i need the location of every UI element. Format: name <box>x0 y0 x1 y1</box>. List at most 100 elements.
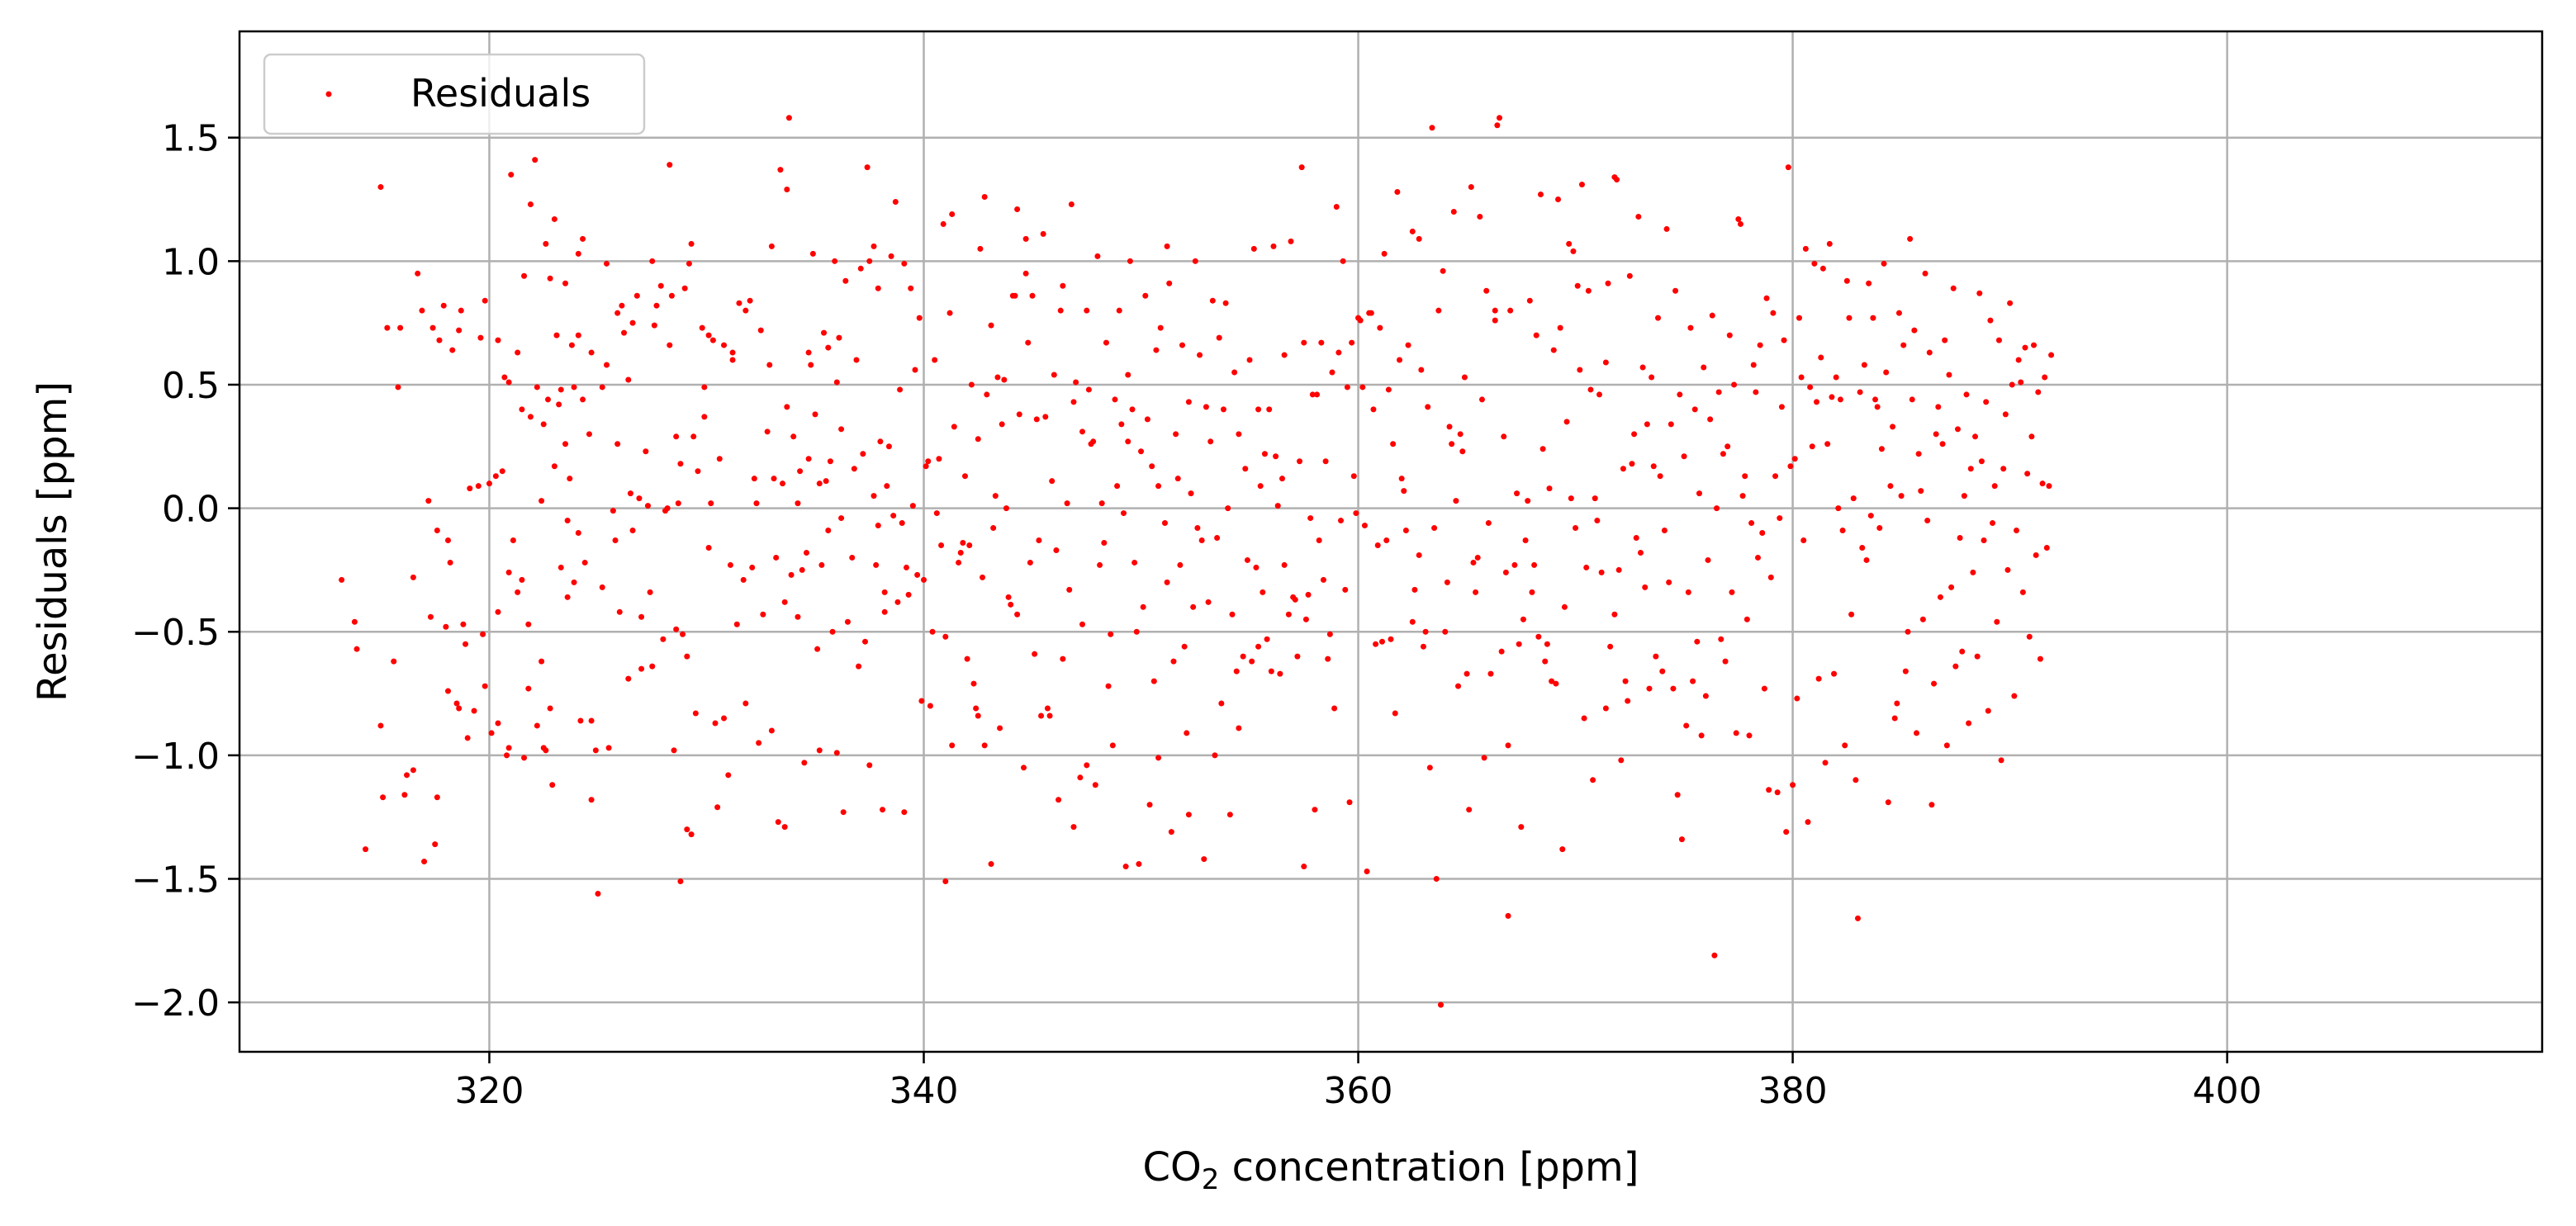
data-point <box>1125 438 1131 445</box>
data-point <box>1878 446 1885 452</box>
data-point <box>1298 164 1305 171</box>
data-point <box>1646 685 1653 692</box>
data-point <box>1743 616 1750 622</box>
data-point <box>1402 528 1409 534</box>
y-axis-label: Residuals [ppm] <box>30 381 76 702</box>
x-tick-label: 360 <box>1324 1070 1393 1112</box>
data-point <box>1322 458 1329 465</box>
data-point <box>680 631 686 637</box>
data-point <box>456 327 463 334</box>
data-point <box>1694 638 1701 645</box>
data-point <box>1559 846 1566 853</box>
data-point <box>1553 680 1559 687</box>
data-point <box>999 421 1005 428</box>
data-point <box>1802 245 1809 252</box>
data-point <box>1531 561 1538 568</box>
data-point <box>1257 483 1264 490</box>
data-point <box>1631 431 1638 438</box>
data-point <box>549 782 556 788</box>
data-point <box>510 537 516 544</box>
data-point <box>1435 307 1442 314</box>
data-point <box>1185 399 1192 405</box>
data-point <box>1761 685 1767 692</box>
data-point <box>1174 476 1181 482</box>
data-point <box>482 683 488 689</box>
data-point <box>1677 391 1683 398</box>
data-point <box>1116 307 1122 314</box>
data-point <box>781 824 788 831</box>
data-point <box>1301 339 1307 346</box>
data-point <box>1598 569 1605 575</box>
data-point <box>1678 836 1685 843</box>
data-point <box>551 215 557 222</box>
data-point <box>586 431 592 438</box>
y-tick-label: −0.5 <box>131 612 220 654</box>
data-point <box>397 324 404 331</box>
data-point <box>1057 307 1064 314</box>
data-point <box>1455 683 1462 689</box>
data-point <box>1361 523 1368 529</box>
data-point <box>577 717 584 724</box>
data-point <box>447 559 453 566</box>
data-point <box>1226 812 1233 818</box>
data-point <box>1497 115 1503 121</box>
data-point <box>1814 399 1820 405</box>
data-point <box>480 631 486 637</box>
data-point <box>1242 466 1249 472</box>
data-point <box>801 760 808 766</box>
data-point <box>1611 611 1618 618</box>
data-point <box>946 310 953 316</box>
data-point <box>463 641 469 647</box>
data-point <box>505 379 512 386</box>
data-point <box>1670 685 1677 692</box>
data-point <box>1672 287 1679 294</box>
data-point <box>1626 272 1633 279</box>
data-point <box>1385 386 1392 393</box>
data-point <box>1149 463 1155 470</box>
data-point <box>1674 792 1681 798</box>
data-point <box>1887 483 1894 490</box>
data-point <box>1431 525 1438 532</box>
x-axis-label: CO2 concentration [ppm] <box>1142 1144 1639 1196</box>
data-point <box>1173 431 1179 438</box>
data-point <box>1368 310 1374 316</box>
data-point <box>1003 505 1009 512</box>
data-point <box>1581 715 1587 722</box>
data-point <box>781 599 788 605</box>
data-point <box>1755 554 1762 561</box>
data-point <box>1125 372 1131 378</box>
data-point <box>556 401 562 408</box>
data-point <box>1550 347 1557 353</box>
data-point <box>1440 267 1446 274</box>
data-point <box>818 561 825 568</box>
data-point <box>1970 569 1976 575</box>
data-point <box>1983 399 1990 405</box>
data-point <box>2024 471 2031 477</box>
data-point <box>1246 357 1253 363</box>
data-point <box>1590 777 1596 783</box>
data-point <box>1164 579 1170 585</box>
data-point <box>1485 520 1492 527</box>
data-point <box>1854 915 1861 921</box>
data-point <box>1301 864 1307 870</box>
plot-frame <box>238 30 2544 1053</box>
data-point <box>1357 317 1364 324</box>
data-point <box>727 561 733 568</box>
data-point <box>1190 604 1197 610</box>
data-point <box>1978 458 1985 465</box>
data-point <box>1555 196 1562 203</box>
data-point <box>1084 762 1090 769</box>
data-point <box>1653 653 1659 660</box>
data-point <box>725 772 732 779</box>
data-point <box>881 608 888 615</box>
data-point <box>1783 829 1790 835</box>
data-point <box>1637 549 1644 556</box>
data-point <box>1279 476 1285 482</box>
data-point <box>1105 683 1112 689</box>
data-point <box>1192 258 1198 264</box>
data-point <box>351 618 358 625</box>
data-point <box>1767 574 1774 580</box>
data-point <box>785 115 792 121</box>
data-point <box>1331 705 1338 712</box>
